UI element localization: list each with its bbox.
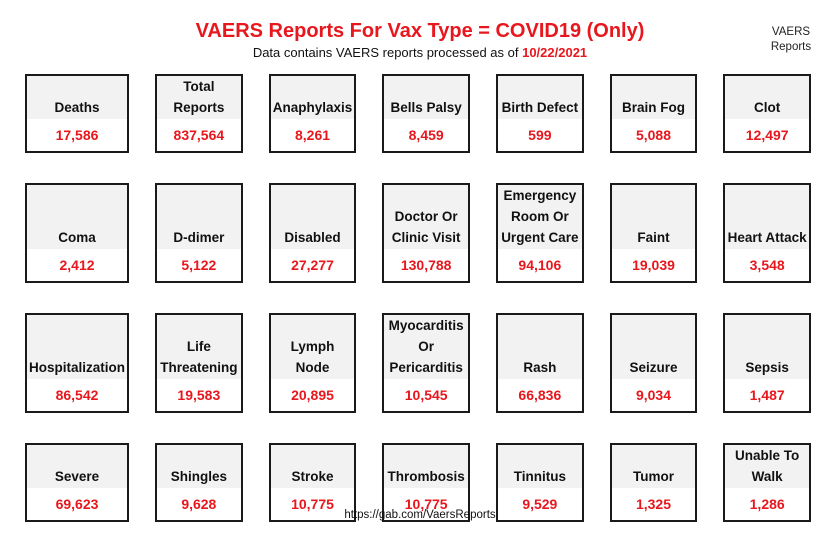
tile-value: 3,548 — [725, 249, 809, 281]
tile-value: 130,788 — [384, 249, 468, 281]
tile-clot: Clot 12,497 — [723, 74, 811, 153]
report-grid: Deaths 17,586 Total Reports 837,564 Anap… — [25, 74, 811, 522]
tile-value: 10,775 — [270, 488, 355, 520]
tile-rash: Rash 66,836 — [496, 313, 584, 413]
tile-label: Birth Defect — [501, 100, 579, 115]
tile-label: Brain Fog — [622, 100, 685, 115]
tile-shingles: Shingles 9,628 — [155, 443, 243, 522]
tile-value: 9,034 — [611, 379, 696, 411]
tile-value: 8,261 — [270, 119, 355, 151]
tile-label: Deaths — [54, 100, 100, 115]
tile-hospitalization: Hospitalization 86,542 — [25, 313, 130, 413]
tile-disabled: Disabled 27,277 — [268, 183, 357, 283]
subtitle-prefix: Data contains VAERS reports processed as… — [252, 45, 523, 60]
tile-lymph-node: Lymph Node 20,895 — [268, 313, 357, 413]
tile-tinnitus: Tinnitus 9,529 — [496, 443, 584, 522]
tile-value: 17,586 — [27, 119, 128, 151]
tile-label: Coma — [58, 230, 96, 245]
tile-value: 69,623 — [27, 488, 128, 520]
tile-label: Thrombosis — [387, 469, 465, 484]
tile-label: Rash — [523, 360, 557, 375]
brand-line-1: VAERS — [771, 26, 811, 38]
tile-faint: Faint 19,039 — [609, 183, 698, 283]
tile-value: 1,325 — [611, 488, 696, 520]
tile-label: Seizure — [629, 360, 678, 375]
tile-tumor: Tumor 1,325 — [609, 443, 698, 522]
tile-value: 12,497 — [725, 119, 809, 151]
tile-birth-defect: Birth Defect 599 — [496, 74, 584, 153]
processed-date: 10/22/2021 — [522, 45, 588, 60]
tile-value: 20,895 — [270, 379, 355, 411]
tile-label: Lymph Node — [290, 339, 335, 375]
tile-d-dimer: D-dimer 5,122 — [155, 183, 243, 283]
tile-doctor-or-clinic-visit: Doctor Or Clinic Visit 130,788 — [382, 183, 470, 283]
tile-label: Disabled — [284, 230, 341, 245]
tile-life-threatening: Life Threatening 19,583 — [155, 313, 243, 413]
tile-deaths: Deaths 17,586 — [25, 74, 130, 153]
tile-value: 1,286 — [725, 488, 809, 520]
tile-label: Tumor — [633, 469, 674, 484]
tile-label: Hospitalization — [29, 360, 126, 375]
tile-value: 27,277 — [270, 249, 355, 281]
tile-value: 837,564 — [157, 119, 241, 151]
tile-value: 1,487 — [725, 379, 809, 411]
tile-severe: Severe 69,623 — [25, 443, 130, 522]
tile-value: 9,529 — [498, 488, 582, 520]
tile-value: 2,412 — [27, 249, 128, 281]
page-subtitle: Data contains VAERS reports processed as… — [0, 44, 840, 61]
tile-thrombosis: Thrombosis 10,775 — [382, 443, 470, 522]
tile-value: 9,628 — [157, 488, 241, 520]
tile-value: 19,039 — [611, 249, 696, 281]
tile-seizure: Seizure 9,034 — [609, 313, 698, 413]
tile-label: Sepsis — [745, 360, 789, 375]
brand-mark: VAERS Reports — [758, 25, 824, 55]
tile-label: Tinnitus — [513, 469, 566, 484]
tile-label: Faint — [637, 230, 670, 245]
tile-value: 86,542 — [27, 379, 128, 411]
tile-heart-attack: Heart Attack 3,548 — [723, 183, 811, 283]
tile-value: 5,122 — [157, 249, 241, 281]
tile-label: Emergency Room Or Urgent Care — [501, 188, 579, 245]
tile-label: Shingles — [170, 469, 227, 484]
tile-label: Anaphylaxis — [272, 100, 353, 115]
tile-label: Myocarditis Or Pericarditis — [388, 318, 464, 375]
tile-value: 10,775 — [384, 488, 468, 520]
tile-label: Unable To Walk — [735, 448, 800, 484]
tile-unable-to-walk: Unable To Walk 1,286 — [723, 443, 811, 522]
tile-myocarditis-or-pericarditis: Myocarditis Or Pericarditis 10,545 — [382, 313, 470, 413]
tile-value: 94,106 — [498, 249, 582, 281]
tile-label: D-dimer — [173, 230, 225, 245]
tile-label: Heart Attack — [727, 230, 807, 245]
tile-coma: Coma 2,412 — [25, 183, 130, 283]
tile-total-reports: Total Reports 837,564 — [155, 74, 243, 153]
tile-value: 10,545 — [384, 379, 468, 411]
tile-label: Clot — [754, 100, 781, 115]
tile-emergency-room-or-urgent-care: Emergency Room Or Urgent Care 94,106 — [496, 183, 584, 283]
tile-stroke: Stroke 10,775 — [268, 443, 357, 522]
tile-value: 19,583 — [157, 379, 241, 411]
page-title: VAERS Reports For Vax Type = COVID19 (On… — [195, 20, 645, 42]
tile-label: Doctor Or Clinic Visit — [391, 209, 461, 245]
tile-anaphylaxis: Anaphylaxis 8,261 — [268, 74, 357, 153]
tile-label: Severe — [54, 469, 100, 484]
tile-label: Bells Palsy — [390, 100, 462, 115]
tile-label: Life Threatening — [160, 339, 238, 375]
tile-value: 5,088 — [611, 119, 696, 151]
tile-value: 66,836 — [498, 379, 582, 411]
tile-value: 599 — [498, 119, 582, 151]
tile-value: 8,459 — [384, 119, 468, 151]
tile-label: Total Reports — [173, 79, 225, 115]
tile-sepsis: Sepsis 1,487 — [723, 313, 811, 413]
source-url: https://gab.com/VaersReports — [344, 509, 496, 521]
brand-line-2: Reports — [770, 41, 812, 53]
tile-label: Stroke — [291, 469, 334, 484]
tile-brain-fog: Brain Fog 5,088 — [609, 74, 698, 153]
tile-bells-palsy: Bells Palsy 8,459 — [382, 74, 470, 153]
